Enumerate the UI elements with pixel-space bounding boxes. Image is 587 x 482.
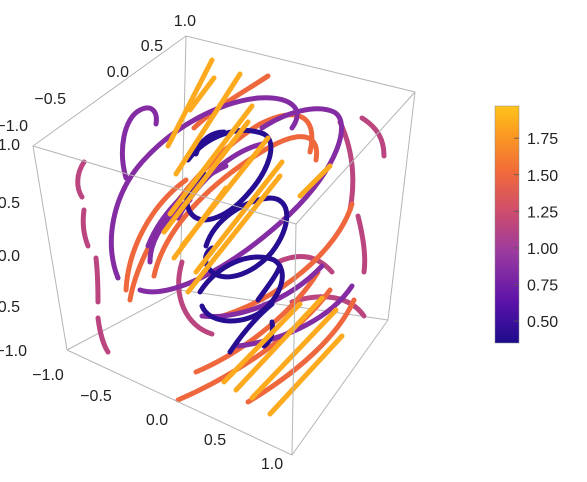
colorbar-tick-label: 0.75: [527, 277, 558, 294]
stream-line: [289, 294, 367, 319]
stream-line: [173, 71, 243, 177]
z-tick: 0.5: [0, 195, 20, 212]
x-tick: 1.0: [261, 456, 283, 473]
stream-line: [171, 185, 229, 261]
z-tick: −0.5: [0, 299, 20, 316]
stream-line: [221, 301, 303, 385]
stream-line: [193, 269, 321, 375]
colorbar-tick-label: 0.50: [527, 314, 558, 331]
z-tick: −1.0: [0, 343, 27, 360]
x-tick: −0.5: [80, 388, 112, 405]
stream-line: [95, 315, 111, 355]
colorbar-ticks: 0.50 0.75 1.00 1.25 1.50 1.75: [514, 131, 558, 331]
z-axis-ticks: −1.0 −0.5 0.0 0.5 1.0: [0, 137, 27, 360]
stream-line: [227, 301, 275, 355]
stream-lines: [75, 57, 387, 417]
stream-line: [187, 75, 217, 113]
stream-line: [167, 103, 255, 217]
colorbar-gradient: [494, 105, 520, 344]
y-tick: −0.5: [34, 91, 66, 108]
stream-line: [193, 159, 285, 275]
stream-line: [185, 173, 283, 295]
y-axis-ticks: −1.0 −0.5 0.0 0.5 1.0: [0, 13, 196, 135]
stream-line: [297, 163, 333, 199]
stream-line: [267, 333, 345, 417]
stream-line: [123, 177, 189, 293]
colorbar-tick-label: 1.75: [527, 131, 558, 148]
bounding-box-front: [32, 91, 416, 456]
stream-line: [355, 213, 368, 275]
stream-line: [120, 105, 159, 181]
stream-line: [108, 95, 300, 281]
colorbar-tick-label: 1.50: [527, 168, 558, 185]
stream-line: [161, 119, 251, 235]
stream-line: [275, 254, 335, 275]
stream-line: [80, 207, 91, 249]
y-tick: 1.0: [174, 13, 196, 30]
stream-line: [245, 297, 357, 405]
stream-line: [359, 115, 387, 159]
colorbar-tick-label: 1.25: [527, 204, 558, 221]
stream-line: [233, 295, 325, 393]
stream-line: [213, 201, 355, 321]
x-tick: 0.5: [204, 432, 226, 449]
y-tick: 0.0: [107, 64, 129, 81]
y-tick: 0.5: [141, 38, 163, 55]
stream-line: [191, 73, 271, 131]
stream-line: [197, 254, 285, 324]
stream-line: [165, 57, 215, 149]
x-tick: 0.0: [146, 412, 168, 429]
stream-line: [255, 263, 283, 303]
stream-line: [127, 112, 315, 303]
z-tick: 1.0: [0, 137, 20, 154]
x-axis-ticks: −1.0 −0.5 0.0 0.5 1.0: [32, 367, 283, 473]
y-tick: −1.0: [0, 118, 28, 135]
z-tick: 0.0: [0, 248, 20, 265]
stream-line: [176, 259, 215, 337]
stream-line: [93, 255, 101, 305]
stream-line: [193, 129, 227, 157]
colorbar-tick-label: 1.00: [527, 241, 558, 258]
stream-line: [235, 283, 355, 349]
x-tick: −1.0: [32, 367, 64, 384]
colorbar: 0.50 0.75 1.00 1.25 1.50 1.75: [494, 105, 558, 344]
stream-line: [75, 159, 87, 200]
